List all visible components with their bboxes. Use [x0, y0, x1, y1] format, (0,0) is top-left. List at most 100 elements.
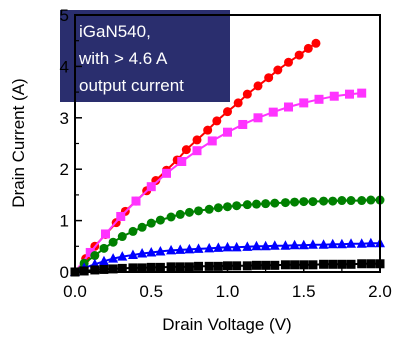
data-point	[108, 253, 119, 263]
data-point	[346, 196, 356, 206]
series-2	[70, 88, 367, 277]
x-tick-label: 0.0	[63, 282, 87, 301]
data-point	[98, 255, 109, 266]
data-point	[99, 264, 109, 274]
x-tick-label: 2.0	[368, 282, 392, 301]
data-point	[270, 198, 280, 208]
data-point	[251, 260, 261, 270]
annotation-box: iGaN540, with > 4.6 A output current	[60, 10, 230, 102]
data-point	[242, 200, 252, 210]
data-point	[212, 116, 222, 126]
data-point	[238, 119, 248, 129]
data-point	[251, 199, 261, 209]
data-point	[357, 196, 367, 206]
data-point	[307, 239, 318, 249]
data-point	[194, 206, 204, 216]
data-point	[155, 215, 165, 225]
data-point	[328, 259, 338, 269]
data-point	[269, 240, 280, 250]
data-point	[117, 263, 127, 273]
data-point	[213, 242, 224, 252]
x-tick-label: 0.5	[139, 282, 163, 301]
data-point	[117, 232, 127, 242]
data-point	[253, 113, 263, 123]
data-point	[223, 202, 232, 212]
data-point	[166, 262, 176, 272]
data-point	[280, 240, 291, 250]
data-point	[273, 65, 283, 75]
data-point	[284, 102, 293, 112]
data-point	[345, 89, 354, 99]
data-point	[194, 261, 204, 271]
data-point	[299, 98, 309, 108]
data-point	[181, 145, 191, 155]
data-point	[232, 261, 242, 271]
data-point	[319, 196, 329, 206]
data-point	[261, 199, 271, 209]
data-point	[223, 107, 232, 117]
data-point	[346, 238, 357, 248]
data-point	[192, 146, 202, 156]
data-point	[357, 259, 367, 269]
data-point	[290, 197, 300, 207]
data-point	[242, 89, 252, 99]
data-point	[356, 238, 367, 248]
data-point	[162, 168, 171, 178]
x-tick-label: 1.0	[216, 282, 240, 301]
data-point	[232, 201, 242, 211]
data-point	[222, 241, 233, 252]
data-point	[155, 245, 166, 256]
data-point	[284, 57, 293, 67]
data-point	[155, 262, 165, 272]
data-point	[270, 260, 280, 270]
annotation-background	[60, 10, 230, 102]
data-point	[166, 212, 176, 222]
data-point	[213, 261, 223, 271]
data-point	[366, 195, 376, 205]
data-point	[146, 218, 156, 228]
data-point	[192, 135, 202, 145]
y-tick-label: 5	[60, 6, 69, 25]
data-point	[311, 38, 321, 48]
data-point	[203, 125, 213, 135]
data-point	[365, 237, 376, 248]
data-point	[99, 243, 109, 253]
data-point	[117, 251, 128, 261]
data-point	[268, 107, 278, 117]
data-point	[303, 43, 313, 53]
data-point	[357, 88, 367, 98]
data-point	[85, 247, 95, 257]
x-axis-title: Drain Voltage (V)	[162, 315, 291, 334]
data-point	[264, 73, 274, 83]
data-point	[328, 196, 338, 206]
data-point	[79, 266, 89, 276]
data-point	[318, 239, 329, 249]
data-point	[175, 244, 186, 254]
data-point	[314, 94, 324, 104]
data-point	[280, 198, 290, 208]
data-point	[146, 182, 156, 192]
data-point	[251, 240, 262, 251]
data-point	[175, 209, 185, 219]
data-point	[137, 222, 147, 232]
data-point	[242, 241, 253, 251]
data-point	[260, 240, 271, 251]
data-point	[137, 263, 147, 273]
data-point	[290, 260, 300, 270]
data-point	[253, 81, 263, 91]
y-tick-label: 2	[60, 160, 69, 179]
data-point	[366, 259, 376, 269]
data-point	[101, 229, 110, 239]
data-point	[319, 259, 329, 269]
data-point	[177, 156, 187, 166]
data-point	[116, 211, 126, 221]
data-point	[242, 261, 252, 271]
data-point	[337, 259, 347, 269]
annotation-line-1: iGaN540,	[79, 22, 151, 41]
data-point	[233, 98, 243, 108]
data-point	[166, 244, 177, 255]
data-point	[231, 241, 242, 252]
data-point	[308, 197, 318, 207]
